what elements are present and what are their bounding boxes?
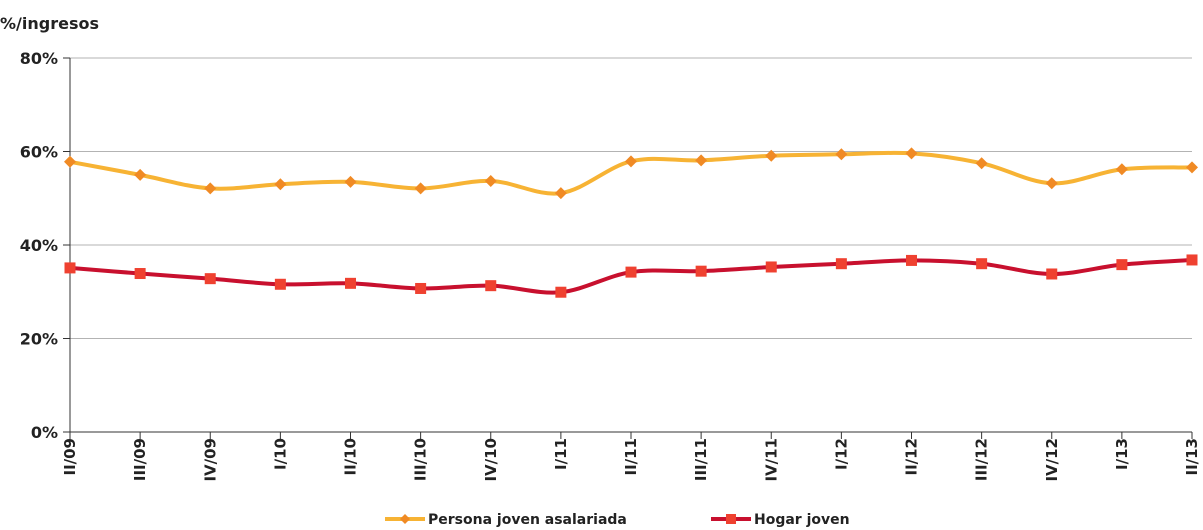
y-axis-ticks: 0% 20% 40% 60% 80% [20, 49, 70, 442]
y-tick-label: 60% [20, 143, 58, 162]
y-tick-label: 20% [20, 330, 58, 349]
data-point-square [485, 280, 497, 292]
x-tick-label: II/11 [622, 438, 640, 476]
data-point-diamond [554, 187, 567, 200]
x-tick-label: III/12 [973, 438, 991, 481]
data-point-diamond [134, 168, 147, 181]
x-tick-label: IV/09 [201, 438, 219, 482]
y-tick-label: 80% [20, 49, 58, 68]
data-point-diamond [1186, 161, 1198, 174]
series-1 [64, 254, 1198, 298]
data-point-square [976, 258, 988, 270]
data-point-square [1186, 254, 1198, 266]
data-point-square [274, 278, 286, 290]
data-point-square [625, 266, 637, 278]
data-point-diamond [975, 157, 988, 170]
y-axis-title: %/ingresos [0, 14, 99, 33]
x-tick-label: II/10 [342, 438, 360, 476]
data-point-diamond [695, 154, 708, 167]
x-tick-label: IV/10 [482, 438, 500, 482]
data-point-square [835, 258, 847, 270]
series-0 [64, 147, 1198, 200]
legend-item-0: Persona joven asalariada [385, 512, 627, 528]
data-point-diamond [344, 175, 357, 188]
x-tick-label: III/11 [692, 438, 710, 481]
data-point-diamond [204, 182, 217, 195]
data-point-square [415, 282, 427, 294]
legend-label: Persona joven asalariada [428, 512, 627, 528]
data-point-diamond [414, 182, 427, 195]
x-tick-label: III/10 [412, 438, 430, 481]
data-point-diamond [64, 155, 76, 168]
x-tick-label: IV/11 [762, 438, 780, 482]
x-tick-label: I/13 [1113, 438, 1131, 470]
data-point-square [555, 286, 567, 298]
data-point-diamond [274, 178, 287, 191]
x-tick-label: I/10 [271, 438, 289, 470]
legend-square-marker [726, 514, 736, 524]
x-tick-label: IV/12 [1043, 438, 1061, 482]
x-tick-label: I/12 [832, 438, 850, 470]
data-point-square [695, 265, 707, 277]
legend-item-1: Hogar joven [711, 512, 850, 528]
data-point-square [345, 277, 356, 289]
y-tick-label: 40% [20, 236, 58, 255]
data-point-diamond [1115, 163, 1128, 176]
data-point-square [1116, 259, 1128, 271]
data-point-square [1046, 268, 1058, 280]
data-point-square [765, 261, 777, 273]
data-point-diamond [1045, 177, 1058, 190]
data-point-diamond [835, 148, 848, 161]
gridlines [70, 57, 1192, 339]
data-point-square [906, 254, 917, 266]
data-point-diamond [905, 147, 918, 160]
legend: Persona joven asalariada Hogar joven [385, 512, 850, 528]
legend-diamond-marker [400, 514, 410, 524]
x-tick-label: II/13 [1183, 438, 1201, 476]
data-point-square [204, 273, 216, 285]
data-point-square [64, 262, 76, 274]
series-layer [64, 147, 1198, 298]
data-point-diamond [484, 174, 497, 187]
legend-label: Hogar joven [754, 512, 850, 528]
x-axis-ticks: II/09 III/09 IV/09 I/10 II/10 III/10 IV/10 I/11… [61, 432, 1201, 482]
x-tick-label: III/09 [131, 438, 149, 481]
x-tick-label: II/09 [61, 438, 79, 476]
x-tick-label: II/12 [903, 438, 921, 476]
data-point-square [134, 268, 146, 280]
x-tick-label: I/11 [552, 438, 570, 470]
y-tick-label: 0% [31, 423, 58, 442]
data-point-diamond [765, 149, 778, 162]
data-point-diamond [625, 155, 637, 168]
